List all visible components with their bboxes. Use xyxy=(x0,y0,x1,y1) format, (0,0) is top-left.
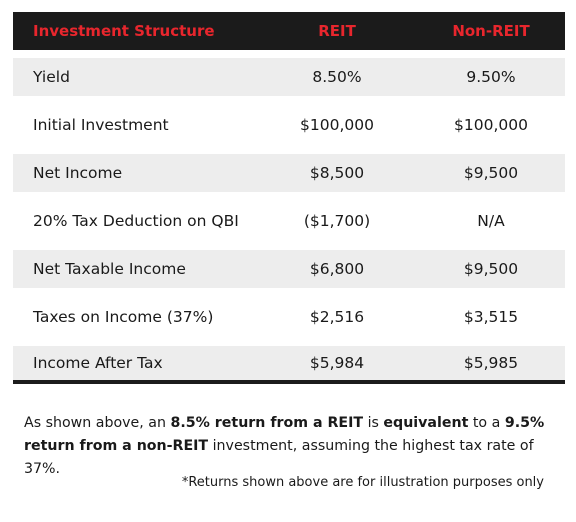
reit-value: $6,800 xyxy=(309,260,365,278)
row-label: Net Taxable Income xyxy=(33,260,186,278)
comparison-table: Investment Structure REIT Non-REIT Yield… xyxy=(13,12,565,384)
disclaimer: *Returns shown above are for illustratio… xyxy=(181,475,544,490)
note-emphasis: 9.5% return from a non-REIT xyxy=(24,415,545,454)
non-reit-value: $3,515 xyxy=(463,308,519,326)
table-row: Income After Tax $5,984 $5,985 xyxy=(13,346,565,380)
note-text: is xyxy=(363,415,384,431)
non-reit-value: $9,500 xyxy=(463,260,519,278)
reit-value: ($1,700) xyxy=(303,212,371,230)
note-text: to a xyxy=(468,415,505,431)
note-emphasis: 8.5% return from a REIT xyxy=(170,415,364,431)
row-label: Initial Investment xyxy=(33,116,169,134)
reit-value: $5,984 xyxy=(309,354,365,372)
table-header: Investment Structure REIT Non-REIT xyxy=(13,12,565,50)
reit-value: $100,000 xyxy=(300,116,374,134)
table-row: Taxes on Income (37%) $2,516 $3,515 xyxy=(13,298,565,336)
comparison-note: As shown above, an 8.5% return from a RE… xyxy=(24,412,564,481)
row-label: 20% Tax Deduction on QBI xyxy=(33,212,239,230)
row-label: Net Income xyxy=(33,164,123,182)
table-row: Yield 8.50% 9.50% xyxy=(13,58,565,96)
table-row: 20% Tax Deduction on QBI ($1,700) N/A xyxy=(13,202,565,240)
non-reit-value: N/A xyxy=(477,212,505,230)
reit-value: 8.50% xyxy=(312,68,362,86)
non-reit-value: 9.50% xyxy=(466,68,516,86)
note-text: As shown above, an xyxy=(24,415,171,431)
row-label: Taxes on Income (37%) xyxy=(33,308,214,326)
non-reit-value: $9,500 xyxy=(463,164,519,182)
header-non-reit: Non-REIT xyxy=(452,22,530,40)
non-reit-value: $100,000 xyxy=(454,116,528,134)
note-text: investment, assuming the highest tax rat… xyxy=(24,438,534,477)
table-row: Initial Investment $100,000 $100,000 xyxy=(13,106,565,144)
header-reit: REIT xyxy=(318,22,356,40)
reit-value: $2,516 xyxy=(309,308,365,326)
row-label: Yield xyxy=(33,68,70,86)
header-investment-structure: Investment Structure xyxy=(33,22,215,40)
table-row: Net Income $8,500 $9,500 xyxy=(13,154,565,192)
table-row: Net Taxable Income $6,800 $9,500 xyxy=(13,250,565,288)
row-label: Income After Tax xyxy=(33,354,163,372)
reit-value: $8,500 xyxy=(309,164,365,182)
non-reit-value: $5,985 xyxy=(463,354,519,372)
note-emphasis: equivalent xyxy=(383,415,469,431)
